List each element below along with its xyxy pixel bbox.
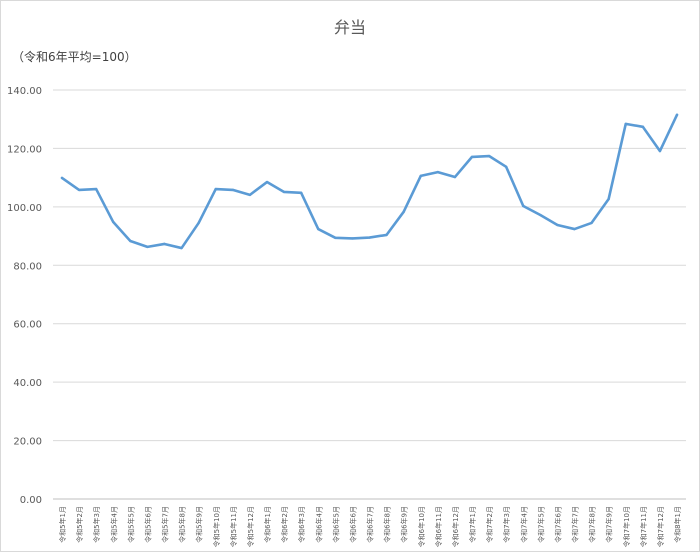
chart-title: 弁当 [333, 18, 366, 37]
y-tick-label: 140.00 [7, 86, 42, 97]
series-line [60, 113, 679, 250]
x-tick-label: 令和6年3月 [297, 506, 306, 543]
x-tick-label: 令和5年1月 [58, 506, 67, 543]
data-point [453, 175, 457, 179]
x-tick-label: 令和6年6月 [348, 506, 357, 543]
x-tick-label: 令和6年12月 [451, 506, 460, 547]
x-tick-label: 令和6年2月 [280, 506, 289, 543]
x-tick-label: 令和5年12月 [246, 506, 255, 547]
y-tick-label: 100.00 [7, 203, 42, 214]
x-tick-label: 令和7年7月 [571, 506, 580, 543]
x-tick-label: 令和5年6月 [143, 506, 152, 543]
data-point [248, 193, 252, 197]
x-tick-label: 令和6年10月 [417, 506, 426, 547]
data-point [539, 213, 542, 217]
data-point [487, 154, 491, 158]
x-tick-label: 令和5年7月 [161, 506, 170, 543]
x-tick-label: 令和6年7月 [366, 506, 375, 543]
x-tick-label: 令和7年8月 [588, 506, 597, 543]
x-tick-label: 令和7年11月 [639, 506, 648, 547]
x-tick-label: 令和6年1月 [263, 506, 272, 543]
x-tick-label: 令和6年5月 [331, 506, 340, 543]
x-tick-label: 令和7年5月 [536, 506, 545, 543]
unit-label: （令和6年平均=100） [12, 50, 137, 64]
data-point [282, 190, 286, 194]
data-point [607, 197, 610, 201]
x-tick-label: 令和6年9月 [400, 506, 409, 543]
x-tick-label: 令和5年4月 [109, 506, 118, 543]
data-point [180, 246, 183, 250]
x-tick-label: 令和6年8月 [383, 506, 392, 543]
y-tick-label: 60.00 [13, 320, 42, 331]
data-point [94, 187, 98, 191]
x-tick-label: 令和7年10月 [622, 506, 631, 547]
data-point [436, 170, 440, 174]
x-tick-label: 令和7年1月 [468, 506, 477, 543]
x-tick-label: 令和5年3月 [92, 506, 101, 543]
x-tick-label: 令和6年11月 [434, 506, 443, 547]
x-tick-label: 令和7年2月 [485, 506, 494, 543]
data-point [334, 236, 337, 240]
y-tick-label: 80.00 [13, 261, 42, 272]
x-tick-label: 令和5年11月 [229, 506, 238, 547]
data-point [522, 204, 525, 208]
data-point [573, 227, 576, 231]
x-tick-label: 令和5年5月 [126, 506, 135, 543]
data-point [265, 180, 269, 184]
data-point [590, 221, 593, 225]
data-point [419, 174, 422, 178]
data-point [197, 221, 200, 225]
data-point [214, 187, 217, 191]
x-tick-label: 令和7年3月 [502, 506, 511, 543]
x-tick-label: 令和5年9月 [195, 506, 204, 543]
x-tick-label: 令和7年12月 [656, 506, 665, 547]
data-point [658, 149, 662, 153]
y-tick-label: 40.00 [13, 378, 42, 389]
data-point [504, 165, 508, 169]
data-point [77, 188, 81, 192]
y-tick-label: 20.00 [13, 437, 42, 448]
data-point [624, 122, 627, 126]
data-point [129, 239, 132, 243]
y-tick-label: 120.00 [7, 144, 42, 155]
data-point [351, 237, 354, 240]
data-point [146, 245, 149, 249]
data-point [675, 113, 679, 117]
data-point [299, 191, 303, 195]
data-point [163, 242, 166, 246]
x-tick-label: 令和7年9月 [605, 506, 614, 543]
data-point [385, 233, 388, 237]
x-tick-label: 令和5年8月 [178, 506, 187, 543]
data-point [112, 220, 115, 224]
data-point [60, 176, 64, 180]
x-tick-label: 令和5年10月 [212, 506, 221, 547]
data-point [641, 125, 645, 129]
data-point [470, 155, 474, 159]
data-point [317, 227, 320, 231]
data-point [368, 236, 371, 239]
x-tick-label: 令和5年2月 [75, 506, 84, 543]
data-point [556, 223, 559, 227]
x-tick-label: 令和7年4月 [519, 506, 528, 543]
data-point [402, 210, 405, 214]
x-tick-label: 令和6年4月 [314, 506, 323, 543]
x-tick-label: 令和7年6月 [553, 506, 562, 543]
y-tick-label: 0.00 [20, 495, 42, 506]
x-tick-label: 令和8年1月 [673, 506, 682, 543]
data-point [231, 188, 235, 192]
